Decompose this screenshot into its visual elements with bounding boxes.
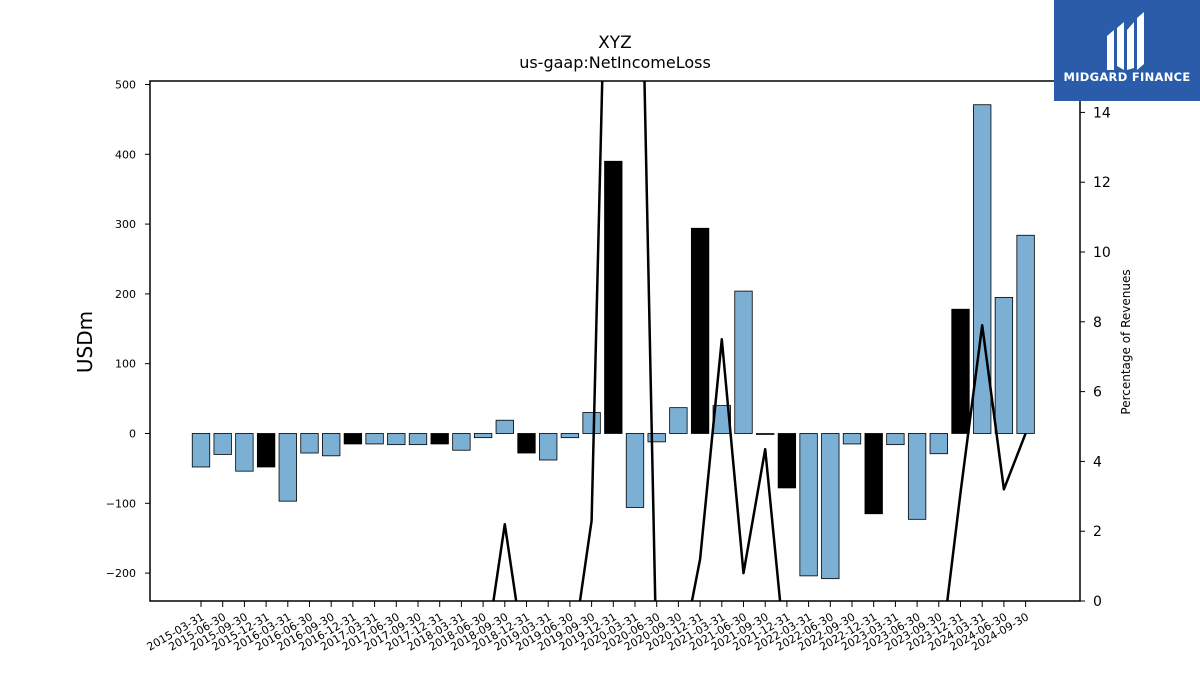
bar-2019-09-30: [582, 412, 601, 434]
x-axis: 2015-03-312015-06-302015-09-302015-12-31…: [145, 601, 1031, 654]
bar-2020-03-31: [625, 433, 645, 508]
bar-2018-06-30: [473, 433, 493, 439]
bar-2024-03-31: [973, 104, 992, 434]
bar-2017-06-30: [387, 433, 406, 446]
bar-2021-12-31: [777, 433, 797, 489]
y-tick-label: −100: [106, 497, 136, 510]
bar-2016-03-31: [278, 433, 297, 502]
y2-tick-label: 8: [1093, 315, 1102, 331]
bar-2015-06-30: [213, 433, 232, 455]
bar-2021-09-30: [756, 433, 775, 435]
bar-2017-12-31: [430, 433, 449, 445]
chart-title: XYZ: [598, 33, 632, 53]
bar-2023-03-31: [886, 433, 905, 446]
plot-frame: [149, 80, 1081, 602]
bar-2019-12-31: [604, 160, 623, 434]
bar-2022-03-31: [799, 433, 818, 577]
y-axis-right: 0 2 4 6 8 10 12 14: [1080, 105, 1111, 610]
y2-tick-label: 2: [1093, 524, 1102, 540]
y-tick-label: −200: [106, 567, 136, 580]
y-tick-label: 200: [115, 288, 136, 301]
bar-2020-06-30: [647, 433, 666, 443]
bar-2019-06-30: [560, 433, 580, 439]
y2-tick-label: 0: [1093, 594, 1102, 610]
bar-2015-12-31: [256, 433, 276, 468]
y-axis-label: USDm: [73, 311, 97, 373]
brand-logo: MIDGARD FINANCE: [1054, 0, 1200, 101]
bar-2023-09-30: [929, 433, 948, 455]
bar-2016-12-31: [343, 433, 363, 445]
chart-subtitle: us-gaap:NetIncomeLoss: [519, 53, 711, 72]
bar-2024-06-30: [994, 296, 1014, 434]
line-series: [492, 81, 1027, 601]
y2-tick-label: 14: [1093, 105, 1111, 121]
logo-text: MIDGARD FINANCE: [1063, 70, 1191, 84]
logo-mark-icon: [1107, 12, 1144, 70]
bar-2017-03-31: [365, 433, 384, 445]
y2-tick-label: 12: [1093, 175, 1111, 191]
bar-2017-09-30: [408, 433, 428, 446]
bar-2023-06-30: [907, 433, 927, 520]
bar-2024-09-30: [1016, 234, 1035, 434]
y-tick-label: 500: [115, 78, 136, 91]
bar-2018-12-31: [517, 433, 536, 454]
y-axis-left: −200 −100 0 100 200 300 400 500: [106, 78, 150, 580]
y-tick-label: 100: [115, 358, 136, 371]
y-tick-label: 0: [129, 427, 136, 440]
bar-2016-09-30: [322, 433, 341, 457]
y2-tick-label: 4: [1093, 454, 1102, 470]
bar-series: [191, 104, 1035, 580]
bar-2021-06-30: [734, 290, 753, 434]
y-tick-label: 400: [115, 148, 136, 161]
bar-2015-09-30: [235, 433, 254, 472]
bar-2022-09-30: [842, 433, 862, 445]
y2-axis-label: Percentage of Revenues: [1119, 269, 1133, 414]
bar-2022-06-30: [821, 433, 840, 580]
y2-tick-label: 10: [1093, 245, 1111, 261]
revenue-percentage-line: [492, 81, 1027, 601]
bar-2018-09-30: [495, 419, 514, 434]
bar-2015-03-31: [191, 433, 211, 468]
y-tick-label: 300: [115, 218, 136, 231]
bar-2020-12-31: [690, 227, 710, 434]
bar-2016-06-30: [300, 433, 319, 454]
bar-2020-09-30: [669, 407, 688, 434]
bar-2022-12-31: [864, 433, 883, 515]
y2-tick-label: 6: [1093, 385, 1102, 401]
bar-2018-03-31: [452, 433, 471, 451]
bar-2023-12-31: [951, 308, 970, 434]
bar-2019-03-31: [539, 433, 558, 461]
